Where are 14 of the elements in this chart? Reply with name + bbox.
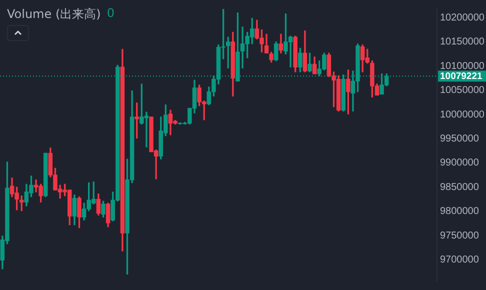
y-tick-label: 10000000 <box>440 109 485 120</box>
annotation: 0 <box>106 6 114 22</box>
y-tick-label: 9750000 <box>440 230 480 242</box>
y-tick-label: 10100000 <box>440 60 485 72</box>
y-tick-label: 10150000 <box>440 36 485 48</box>
y-tick-label: 9950000 <box>440 133 480 144</box>
y-tick-label: 10200000 <box>440 12 485 24</box>
y-tick-label: 10050000 <box>440 85 485 96</box>
annotation: Volume (出来高) <box>7 6 101 23</box>
y-tick-label: 9850000 <box>440 182 480 193</box>
ref-line-label: 10079221 <box>440 70 483 82</box>
y-tick-label: 9700000 <box>440 254 480 266</box>
y-tick-label: 9900000 <box>440 158 480 169</box>
y-tick-label: 9800000 <box>440 206 480 218</box>
